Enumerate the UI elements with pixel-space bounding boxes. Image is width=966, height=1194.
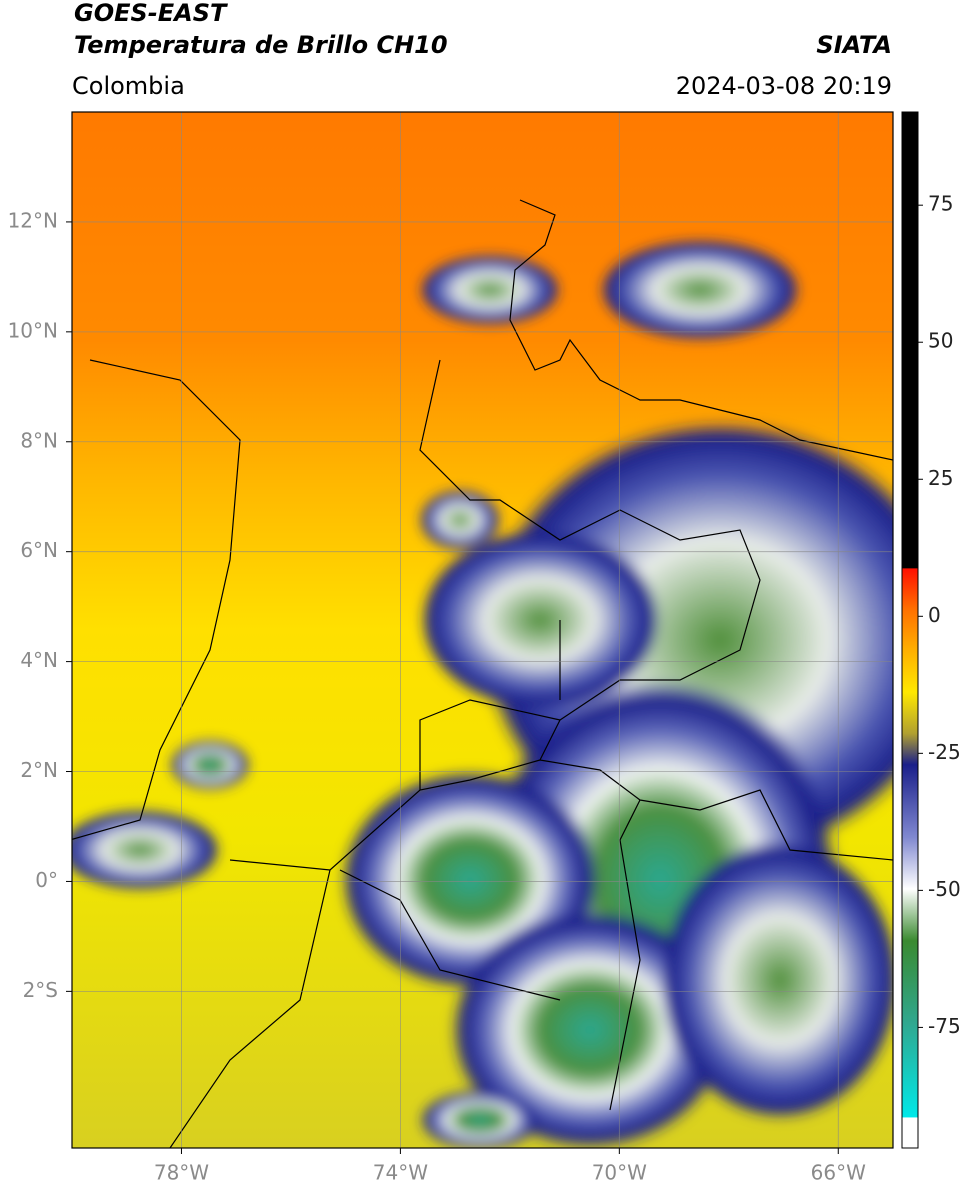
grid (72, 112, 893, 1148)
lat-tick-label: 2°S (23, 978, 58, 1002)
lat-tick-label: 2°N (20, 758, 58, 782)
source: SIATA (816, 31, 892, 59)
lat-tick-label: 0° (35, 868, 58, 892)
colorbar-tick-label: 50 (928, 329, 953, 353)
map-frame (71, 111, 894, 1149)
lat-tick-label: 4°N (20, 648, 58, 672)
lat-tick-label: 12°N (8, 208, 58, 232)
lat-tick-label: 8°N (20, 428, 58, 452)
lon-tick-label: 70°W (592, 1161, 647, 1185)
colorbar-tick-label: -75 (928, 1014, 961, 1038)
colorbar-tick-label: -25 (928, 740, 961, 764)
lat-tick-label: 10°N (8, 318, 58, 342)
lon-tick-label: 74°W (373, 1161, 428, 1185)
colorbar (901, 111, 919, 1149)
subtitle: Temperatura de Brillo CH10 (74, 31, 448, 59)
satellite-image (72, 112, 893, 1148)
colorbar-tick-label: -50 (928, 877, 961, 901)
colorbar-tick-label: 25 (928, 466, 953, 490)
region: Colombia (72, 72, 185, 100)
datetime: 2024-03-08 20:19 (676, 72, 892, 100)
colorbar-tick-label: 75 (928, 192, 953, 216)
colorbar-tick-label: 0 (928, 603, 941, 627)
title: GOES-EAST (74, 0, 228, 27)
lon-tick-label: 78°W (154, 1161, 209, 1185)
lon-tick-label: 66°W (811, 1161, 866, 1185)
lat-tick-label: 6°N (20, 538, 58, 562)
